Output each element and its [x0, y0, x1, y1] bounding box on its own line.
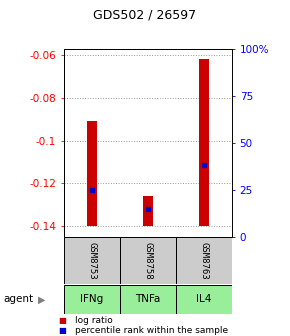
Text: GSM8753: GSM8753 — [87, 242, 96, 279]
Bar — [120, 285, 176, 314]
Text: GDS502 / 26597: GDS502 / 26597 — [93, 8, 197, 22]
Text: ■: ■ — [58, 326, 66, 335]
Text: GSM8758: GSM8758 — [143, 242, 153, 279]
Bar — [176, 237, 232, 284]
Bar — [143, 196, 153, 226]
Bar — [176, 285, 232, 314]
Text: IL4: IL4 — [196, 294, 212, 304]
Bar — [64, 237, 120, 284]
Text: agent: agent — [3, 294, 33, 304]
Text: TNFa: TNFa — [135, 294, 161, 304]
Text: IFNg: IFNg — [80, 294, 104, 304]
Text: percentile rank within the sample: percentile rank within the sample — [75, 326, 229, 335]
Bar — [120, 237, 176, 284]
Text: GSM8763: GSM8763 — [200, 242, 209, 279]
Text: log ratio: log ratio — [75, 316, 113, 325]
Text: ■: ■ — [58, 316, 66, 325]
Text: ▶: ▶ — [38, 294, 46, 304]
Bar — [64, 285, 120, 314]
Bar — [87, 121, 97, 226]
Bar — [199, 59, 209, 226]
